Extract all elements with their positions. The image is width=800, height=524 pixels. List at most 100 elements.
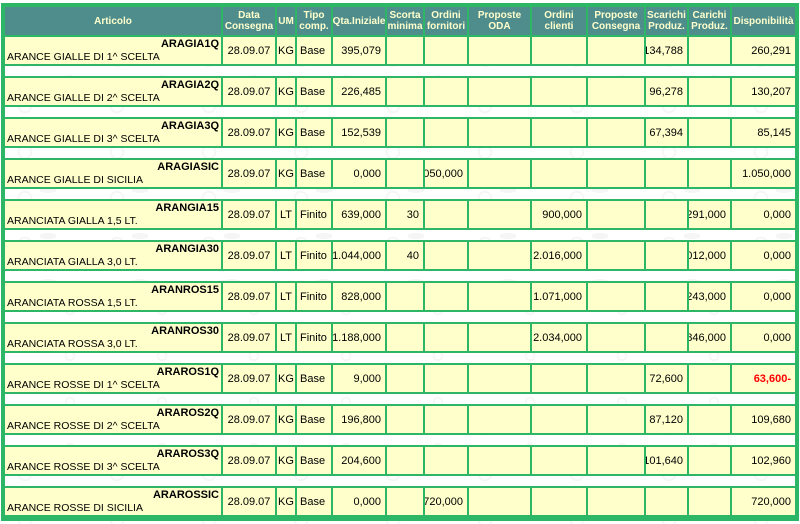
proposte-oda-cell bbox=[469, 406, 530, 433]
article-description: ARANCE ROSSE DI SICILIA bbox=[7, 502, 143, 514]
ordini-clienti-cell bbox=[532, 406, 586, 433]
article-cell: ARAGIA1Q ARANCE GIALLE DI 1^ SCELTA bbox=[5, 37, 221, 64]
proposte-consegna-cell bbox=[588, 283, 644, 310]
carichi-produz-cell bbox=[689, 78, 730, 105]
um-cell: KG bbox=[277, 488, 295, 515]
table-row[interactable]: ARAROS1Q ARANCE ROSSE DI 1^ SCELTA 28.09… bbox=[5, 363, 795, 394]
row-divider bbox=[5, 394, 795, 404]
column-header-ordini_fornitori[interactable]: Ordini fornitori bbox=[425, 7, 467, 35]
ordini-clienti-cell bbox=[532, 78, 586, 105]
table-row[interactable]: ARANGIA30 ARANCIATA GIALLA 3,0 LT. 28.09… bbox=[5, 240, 795, 271]
scarichi-produz-cell: 101,640 bbox=[646, 447, 687, 474]
article-cell: ARAGIASIC ARANCE GIALLE DI SICILIA bbox=[5, 160, 221, 187]
tipo-comp-cell: Finito bbox=[297, 242, 331, 269]
qta-iniziale-cell: 226,485 bbox=[333, 78, 385, 105]
article-description: ARANCE GIALLE DI 1^ SCELTA bbox=[7, 51, 160, 63]
scorta-minima-cell bbox=[387, 447, 423, 474]
ordini-clienti-cell bbox=[532, 160, 586, 187]
carichi-produz-cell bbox=[689, 406, 730, 433]
proposte-consegna-cell bbox=[588, 119, 644, 146]
proposte-consegna-cell bbox=[588, 488, 644, 515]
proposte-consegna-cell bbox=[588, 447, 644, 474]
tipo-comp-cell: Finito bbox=[297, 283, 331, 310]
column-header-carichi_produz[interactable]: Carichi Produz. bbox=[689, 7, 730, 35]
article-cell: ARAROS2Q ARANCE ROSSE DI 2^ SCELTA bbox=[5, 406, 221, 433]
delivery-date-cell: 28.09.07 bbox=[223, 242, 275, 269]
delivery-date-cell: 28.09.07 bbox=[223, 37, 275, 64]
scarichi-produz-cell bbox=[646, 324, 687, 351]
table-row[interactable]: ARANROS30 ARANCIATA ROSSA 3,0 LT. 28.09.… bbox=[5, 322, 795, 353]
article-description: ARANCE GIALLE DI 2^ SCELTA bbox=[7, 92, 160, 104]
um-cell: KG bbox=[277, 365, 295, 392]
proposte-consegna-cell bbox=[588, 365, 644, 392]
um-cell: LT bbox=[277, 324, 295, 351]
table-row[interactable]: ARAROS3Q ARANCE ROSSE DI 3^ SCELTA 28.09… bbox=[5, 445, 795, 476]
delivery-date-cell: 28.09.07 bbox=[223, 324, 275, 351]
column-header-scorta_minima[interactable]: Scorta minima bbox=[387, 7, 423, 35]
article-code: ARAGIA3Q bbox=[160, 120, 219, 132]
carichi-produz-cell bbox=[689, 488, 730, 515]
proposte-consegna-cell bbox=[588, 201, 644, 228]
ordini-fornitori-cell bbox=[425, 406, 467, 433]
disponibilita-cell: 0,000 bbox=[732, 242, 795, 269]
tipo-comp-cell: Base bbox=[297, 365, 331, 392]
scorta-minima-cell: 30 bbox=[387, 201, 423, 228]
scorta-minima-cell bbox=[387, 78, 423, 105]
article-cell: ARANROS15 ARANCIATA ROSSA 1,5 LT. bbox=[5, 283, 221, 310]
row-divider bbox=[5, 476, 795, 486]
column-header-data_consegna[interactable]: Data Consegna bbox=[223, 7, 275, 35]
ordini-fornitori-cell bbox=[425, 324, 467, 351]
ordini-fornitori-cell bbox=[425, 37, 467, 64]
row-divider bbox=[5, 66, 795, 76]
table-row[interactable]: ARANGIA15 ARANCIATA GIALLA 1,5 LT. 28.09… bbox=[5, 199, 795, 230]
carichi-produz-cell: 291,000 bbox=[689, 201, 730, 228]
proposte-consegna-cell bbox=[588, 37, 644, 64]
column-header-proposte_oda[interactable]: Proposte ODA bbox=[469, 7, 530, 35]
column-header-scarichi_produz[interactable]: Scarichi Produz. bbox=[646, 7, 687, 35]
tipo-comp-cell: Base bbox=[297, 78, 331, 105]
qta-iniziale-cell: 204,600 bbox=[333, 447, 385, 474]
table-row[interactable]: ARAROSSIC ARANCE ROSSE DI SICILIA 28.09.… bbox=[5, 486, 795, 517]
proposte-oda-cell bbox=[469, 242, 530, 269]
row-divider bbox=[5, 271, 795, 281]
column-header-articolo[interactable]: Articolo bbox=[5, 7, 221, 35]
table-row[interactable]: ARAROS2Q ARANCE ROSSE DI 2^ SCELTA 28.09… bbox=[5, 404, 795, 435]
delivery-date-cell: 28.09.07 bbox=[223, 119, 275, 146]
delivery-date-cell: 28.09.07 bbox=[223, 365, 275, 392]
column-header-disponibilita[interactable]: Disponibilità bbox=[732, 7, 795, 35]
scorta-minima-cell bbox=[387, 324, 423, 351]
disponibilita-cell: 109,680 bbox=[732, 406, 795, 433]
ordini-fornitori-cell bbox=[425, 242, 467, 269]
article-description: ARANCE ROSSE DI 3^ SCELTA bbox=[7, 461, 160, 473]
availability-grid: Articolo Data Consegna UM Tipo comp. Qta.Ini… bbox=[1, 3, 799, 521]
column-header-tipo_comp[interactable]: Tipo comp. bbox=[297, 7, 331, 35]
scorta-minima-cell bbox=[387, 37, 423, 64]
tipo-comp-cell: Finito bbox=[297, 201, 331, 228]
article-code: ARANGIA15 bbox=[155, 202, 219, 214]
article-code: ARANROS15 bbox=[151, 284, 219, 296]
column-header-ordini_clienti[interactable]: Ordini clienti bbox=[532, 7, 586, 35]
article-code: ARAGIA2Q bbox=[160, 79, 219, 91]
table-row[interactable]: ARAGIA2Q ARANCE GIALLE DI 2^ SCELTA 28.0… bbox=[5, 76, 795, 107]
ordini-fornitori-cell bbox=[425, 119, 467, 146]
scarichi-produz-cell: 96,278 bbox=[646, 78, 687, 105]
column-header-proposte_consegna[interactable]: Proposte Consegna bbox=[588, 7, 644, 35]
proposte-oda-cell bbox=[469, 201, 530, 228]
ordini-fornitori-cell bbox=[425, 447, 467, 474]
table-row[interactable]: ARAGIA1Q ARANCE GIALLE DI 1^ SCELTA 28.0… bbox=[5, 35, 795, 66]
proposte-oda-cell bbox=[469, 488, 530, 515]
disponibilita-cell: 130,207 bbox=[732, 78, 795, 105]
table-body: ARAGIA1Q ARANCE GIALLE DI 1^ SCELTA 28.0… bbox=[5, 35, 795, 517]
disponibilita-cell: 102,960 bbox=[732, 447, 795, 474]
carichi-produz-cell bbox=[689, 365, 730, 392]
table-row[interactable]: ARAGIA3Q ARANCE GIALLE DI 3^ SCELTA 28.0… bbox=[5, 117, 795, 148]
article-description: ARANCE GIALLE DI SICILIA bbox=[7, 174, 143, 186]
table-row[interactable]: ARAGIASIC ARANCE GIALLE DI SICILIA 28.09… bbox=[5, 158, 795, 189]
article-code: ARAROS1Q bbox=[156, 366, 219, 378]
table-row[interactable]: ARANROS15 ARANCIATA ROSSA 1,5 LT. 28.09.… bbox=[5, 281, 795, 312]
column-header-um[interactable]: UM bbox=[277, 7, 295, 35]
ordini-clienti-cell bbox=[532, 488, 586, 515]
tipo-comp-cell: Base bbox=[297, 37, 331, 64]
article-cell: ARANGIA15 ARANCIATA GIALLA 1,5 LT. bbox=[5, 201, 221, 228]
column-header-qta_iniziale[interactable]: Qta.Iniziale bbox=[333, 7, 385, 35]
